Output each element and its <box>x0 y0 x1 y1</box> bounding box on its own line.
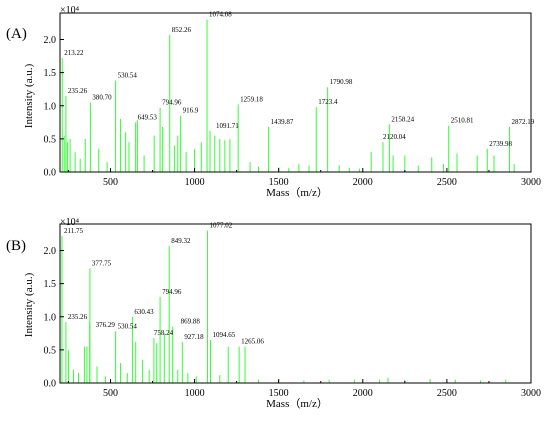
peak-label: 2872.19 <box>512 118 535 126</box>
peak-label: 235.26 <box>68 313 88 321</box>
peak-label: 2158.24 <box>391 115 414 123</box>
peak-label: 794.96 <box>162 99 182 107</box>
x-tick-label: 500 <box>103 388 118 399</box>
panel-b-label: (B) <box>6 238 26 254</box>
peak-label: 1723.4 <box>318 98 338 106</box>
y-tick-label: 1.5 <box>44 68 57 79</box>
x-tick-label: 2000 <box>353 177 373 188</box>
peak-label: 1259.18 <box>240 95 263 103</box>
peak-label: 916.9 <box>183 107 199 115</box>
plot-frame <box>59 223 532 384</box>
x-tick-label: 2500 <box>437 388 457 399</box>
panel-a-y-multiplier: ×10⁴ <box>60 5 80 16</box>
peak-label: 1077.02 <box>210 222 233 230</box>
x-tick-label: 3000 <box>521 177 541 188</box>
peak-label: 2739.98 <box>489 140 512 148</box>
x-tick-label: 500 <box>103 177 118 188</box>
peak-label: 2510.81 <box>451 117 474 125</box>
peak-label: 1091.71 <box>216 122 239 130</box>
x-tick-label: 2500 <box>437 177 457 188</box>
x-tick-label: 2000 <box>353 388 373 399</box>
y-tick-label: 0.5 <box>44 345 57 356</box>
panel-a-peaks <box>61 19 515 172</box>
plot-frame <box>59 12 532 173</box>
peak-label: 377.75 <box>92 259 112 267</box>
panel-a-y-axis-label: Intensity (a.u.) <box>23 63 35 128</box>
peak-label: 758.24 <box>154 329 174 337</box>
panel-a-x-axis-label: Mass（m/z） <box>266 186 328 199</box>
panel-a-peak-labels: 213.22 235.26 380.70 530.54 649.53 794.96 852.… <box>64 11 535 148</box>
peak-label: 376.29 <box>96 321 116 329</box>
y-tick-label: 2.0 <box>44 35 57 46</box>
panel-b-x-axis-label: Mass（m/z） <box>266 397 328 410</box>
peak-label: 235.26 <box>68 87 88 95</box>
x-tick-label: 1000 <box>185 388 205 399</box>
peak-label: 1439.87 <box>271 118 294 126</box>
x-tick-label: 1000 <box>185 177 205 188</box>
panel-b-axes: 500 1000 1500 2000 2500 3000 0.0 0.5 1.0 1.5 2.0 <box>44 223 541 399</box>
panel-a-label: (A) <box>6 26 27 42</box>
panel-a-axes: 500 1000 1500 2000 2500 3000 0.0 0.5 1.0 1.5 2.0 <box>44 12 541 188</box>
panel-b-chart: (B) ×10⁴ Intensity (a.u.) Mass（m/z） 211.… <box>6 217 541 410</box>
peak-label: 1265.06 <box>241 338 264 346</box>
y-tick-label: 1.5 <box>44 279 57 290</box>
peak-label: 649.53 <box>138 113 158 121</box>
x-tick-label: 3000 <box>521 388 541 399</box>
peak-label: 849.32 <box>171 237 191 245</box>
peak-label: 2120.04 <box>383 133 406 141</box>
peak-label: 794.96 <box>162 288 182 296</box>
y-tick-label: 0.0 <box>44 379 57 390</box>
peak-label: 530.54 <box>118 322 138 330</box>
peak-label: 630.43 <box>134 308 154 316</box>
y-tick-label: 0.0 <box>44 168 57 179</box>
peak-label: 211.75 <box>64 227 83 235</box>
peak-label: 1790.98 <box>330 78 353 86</box>
x-tick-label: 1500 <box>269 388 289 399</box>
panel-b-y-multiplier: ×10⁴ <box>60 217 80 228</box>
y-tick-label: 1.0 <box>44 312 57 323</box>
panel-b-peak-labels: 211.75 235.26 376.29 377.75 530.54 630.43 758.… <box>64 222 264 346</box>
y-tick-label: 0.5 <box>44 134 57 145</box>
peak-label: 530.54 <box>118 72 138 80</box>
x-tick-label: 1500 <box>269 177 289 188</box>
peak-label: 1094.65 <box>212 331 235 339</box>
panel-b-peaks <box>61 230 507 383</box>
panel-a-chart: (A) ×10⁴ Intensity (a.u.) Mass（m/z） 213.… <box>6 5 541 199</box>
y-tick-label: 2.0 <box>44 246 57 257</box>
y-tick-label: 1.0 <box>44 101 57 112</box>
peak-label: 213.22 <box>64 49 84 57</box>
peak-label: 869.88 <box>181 318 201 326</box>
peak-label: 852.26 <box>172 26 192 34</box>
peak-label: 380.70 <box>92 93 112 101</box>
peak-label: 927.18 <box>184 333 204 341</box>
panel-b-y-axis-label: Intensity (a.u.) <box>23 272 35 337</box>
peak-label: 1074.08 <box>209 11 232 19</box>
